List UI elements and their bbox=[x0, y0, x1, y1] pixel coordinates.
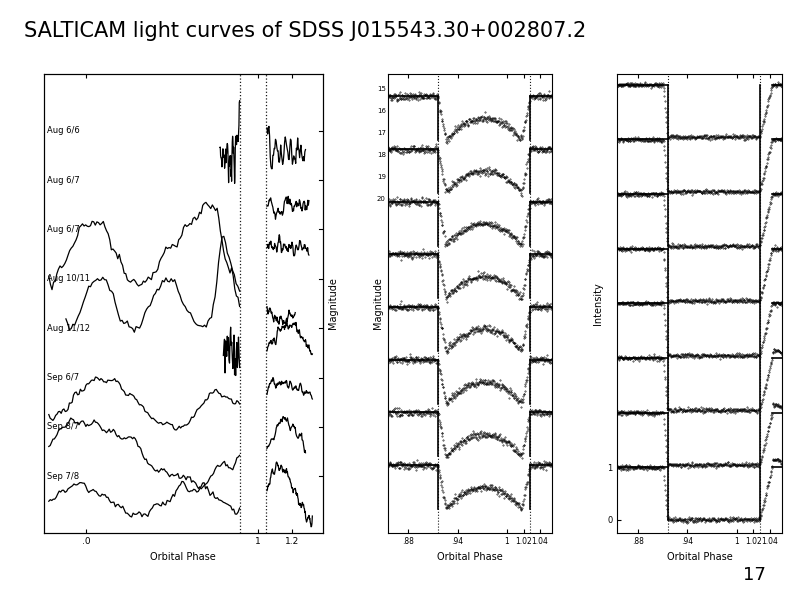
Text: Aug 6/7: Aug 6/7 bbox=[47, 176, 80, 184]
X-axis label: Orbital Phase: Orbital Phase bbox=[667, 552, 733, 562]
Text: Sep 8/7: Sep 8/7 bbox=[47, 422, 79, 431]
Text: 20: 20 bbox=[377, 196, 386, 202]
Text: Aug 10/11: Aug 10/11 bbox=[47, 274, 90, 283]
Text: 15: 15 bbox=[377, 86, 386, 92]
X-axis label: Orbital Phase: Orbital Phase bbox=[150, 552, 216, 562]
Text: 17: 17 bbox=[377, 130, 386, 136]
Text: Sep 6/7: Sep 6/7 bbox=[47, 373, 79, 382]
Y-axis label: Magnitude: Magnitude bbox=[373, 277, 384, 330]
Text: Aug 6/6: Aug 6/6 bbox=[47, 126, 80, 135]
Text: SALTICAM light curves of SDSS J015543.30+002807.2: SALTICAM light curves of SDSS J015543.30… bbox=[24, 21, 586, 41]
Text: Aug 11/12: Aug 11/12 bbox=[47, 324, 90, 333]
Text: Sep 7/8: Sep 7/8 bbox=[47, 472, 79, 481]
Text: 17: 17 bbox=[743, 566, 766, 584]
Text: 16: 16 bbox=[377, 108, 386, 114]
X-axis label: Orbital Phase: Orbital Phase bbox=[437, 552, 503, 562]
Text: 18: 18 bbox=[377, 152, 386, 158]
Y-axis label: Intensity: Intensity bbox=[593, 282, 603, 325]
Text: 19: 19 bbox=[377, 174, 386, 180]
Y-axis label: Magnitude: Magnitude bbox=[328, 277, 338, 330]
Text: Aug 6/7: Aug 6/7 bbox=[47, 225, 80, 234]
